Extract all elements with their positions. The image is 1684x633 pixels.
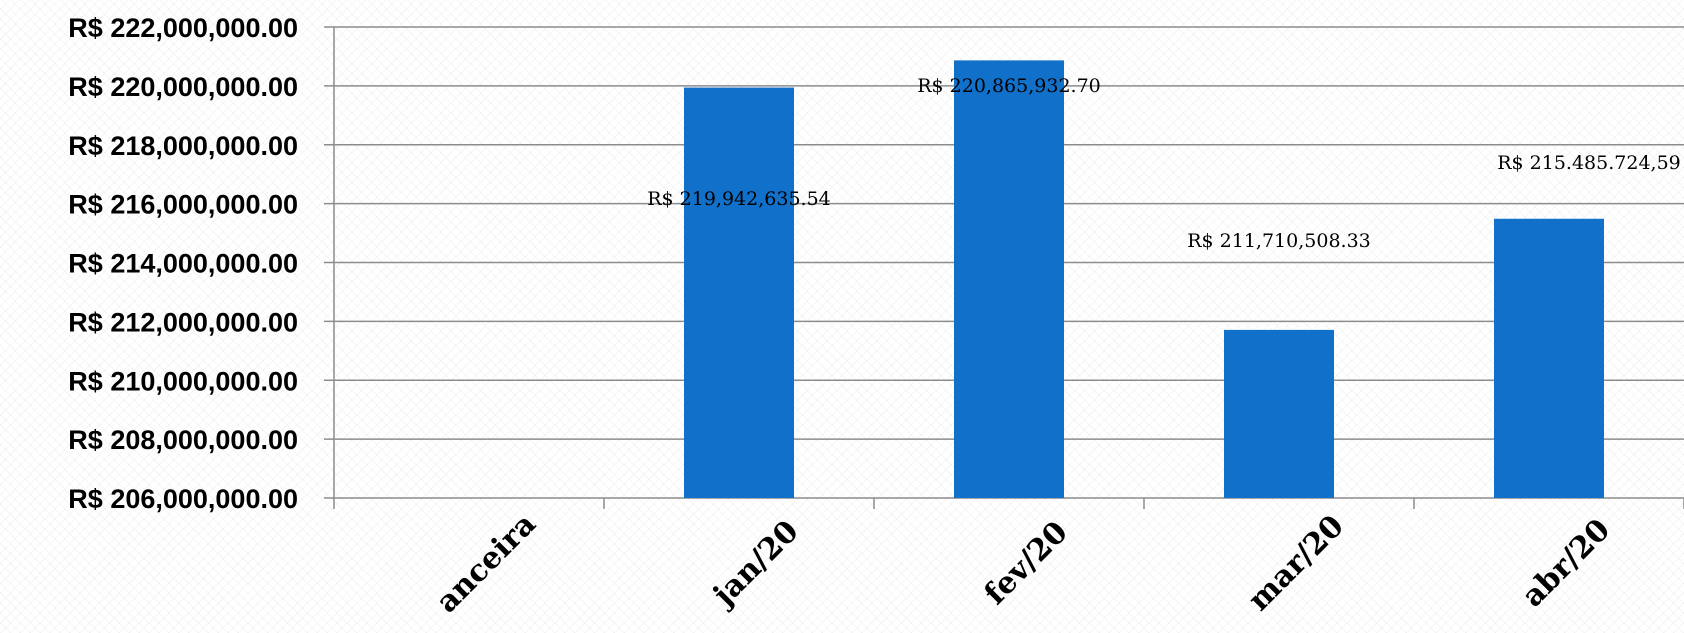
y-tick-label: R$ 208,000,000.00 <box>68 425 298 455</box>
data-labels: R$ 219,942,635.54 R$ 220,865,932.70 R$ 211… <box>647 75 1681 252</box>
data-label: R$ 211,710,508.33 <box>1187 230 1371 252</box>
x-tick-label: abr/20 <box>1515 512 1617 614</box>
data-label: R$ 215.485.724,59 <box>1497 152 1681 174</box>
bar-jan-20 <box>684 87 794 499</box>
y-tick-label: R$ 216,000,000.00 <box>68 190 298 220</box>
y-axis-tick-labels: R$ 206,000,000.00 R$ 208,000,000.00 R$ 210… <box>68 13 298 514</box>
bar-abr-20 <box>1494 218 1604 498</box>
data-label: R$ 220,865,932.70 <box>917 75 1101 97</box>
y-tick-label: R$ 218,000,000.00 <box>68 131 298 161</box>
y-tick-label: R$ 212,000,000.00 <box>68 307 298 337</box>
x-tick-label: fev/20 <box>978 515 1075 612</box>
y-tick-label: R$ 222,000,000.00 <box>68 13 298 43</box>
x-axis-tick-labels: anceira jan/20 fev/20 mar/20 abr/20 <box>430 507 1618 620</box>
axes <box>324 26 1684 509</box>
y-tick-label: R$ 210,000,000.00 <box>68 366 298 396</box>
bar-mar-20 <box>1224 329 1334 498</box>
bar-fev-20 <box>954 60 1064 499</box>
bars <box>684 60 1604 499</box>
data-label: R$ 219,942,635.54 <box>647 188 831 210</box>
y-tick-label: R$ 214,000,000.00 <box>68 249 298 279</box>
y-tick-label: R$ 220,000,000.00 <box>68 72 298 102</box>
x-tick-label: jan/20 <box>705 514 806 615</box>
y-tick-label: R$ 206,000,000.00 <box>68 484 298 514</box>
x-tick-label: anceira <box>430 507 543 620</box>
x-tick-label: mar/20 <box>1242 509 1351 618</box>
